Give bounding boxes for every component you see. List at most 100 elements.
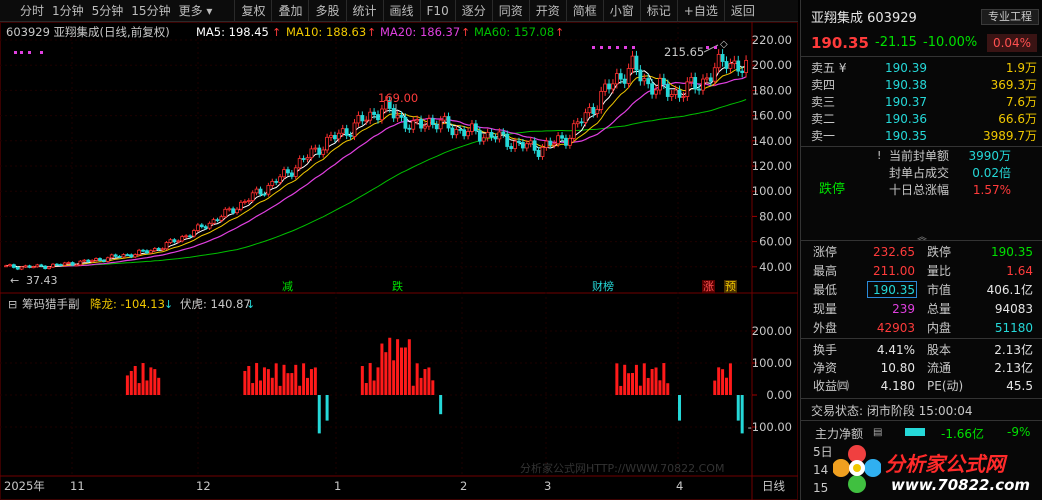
candle-body (105, 257, 110, 262)
tab-1min[interactable]: 1分钟 (52, 4, 84, 18)
multi-stock-button[interactable]: 多股 (308, 0, 345, 22)
ask-label: 卖一 (811, 129, 836, 143)
list-icon[interactable]: ▤ (873, 427, 883, 438)
candle-body (360, 115, 365, 122)
sub-bar (360, 366, 364, 395)
sub-bar (274, 363, 278, 395)
event-rise[interactable]: 涨 (703, 280, 714, 293)
sub-bar (368, 363, 372, 395)
candle-body (180, 236, 185, 242)
collapse-icon[interactable]: ⊟ (8, 298, 17, 311)
current-price: 190.35 (811, 34, 869, 52)
ma10-up-icon: ↑ (367, 26, 376, 39)
collapse-arrow-icon[interactable]: ︽ (917, 232, 927, 243)
candle-body (333, 134, 337, 140)
small-window-button[interactable]: 小窗 (602, 0, 640, 22)
quote-panel: 亚翔集成 603929 专业工程 190.35 -21.15 -10.00% 0… (800, 0, 1042, 500)
candle-body (223, 208, 228, 218)
main-flow-label: 主力净额 (815, 427, 864, 441)
candle-body (540, 147, 545, 157)
stat-label: 最高 (813, 264, 838, 278)
price-change: -21.15 (875, 35, 917, 50)
stat-label: 外盘 (813, 321, 838, 335)
seal-label: 当前封单额 (889, 149, 950, 163)
tab-more[interactable]: 更多 ▾ (175, 0, 217, 22)
main-flow-value: -1.66亿 (941, 427, 985, 441)
candle-body (250, 192, 255, 201)
candle-body (305, 157, 310, 160)
open-capital-button[interactable]: 开资 (528, 0, 566, 22)
candle-body (630, 55, 635, 69)
candle-body (188, 235, 192, 238)
back-button[interactable]: 返回 (723, 0, 761, 22)
statistics-button[interactable]: 统计 (345, 0, 383, 22)
sub-bar (650, 369, 654, 395)
indicator-name[interactable]: 筹码猎手副 (22, 297, 80, 311)
sub-bar (262, 367, 266, 395)
candle-body (517, 140, 521, 143)
event-finance-list[interactable]: 财榜 (592, 279, 614, 293)
draw-line-button[interactable]: 画线 (382, 0, 420, 22)
separator (801, 338, 1042, 339)
candle-body (438, 119, 443, 130)
tiger-legend: 伏虎: 140.87 (180, 297, 251, 311)
candle-body (62, 262, 67, 266)
signal-dot (592, 46, 595, 49)
signal-dot (28, 51, 31, 54)
event-reduce[interactable]: 减 (282, 280, 293, 293)
tab-15min[interactable]: 15分钟 (131, 4, 171, 18)
seal-label: 封单占成交 (889, 166, 950, 180)
pct-badge: 0.04% (987, 34, 1037, 52)
restore-rights-button[interactable]: 复权 (234, 0, 271, 22)
kline-chart[interactable]: 分析家公式网HTTP://WWW.70822.COM 603929 亚翔集成(日… (0, 22, 798, 500)
candle-body (473, 123, 478, 132)
period-label[interactable]: 日线 (762, 479, 785, 493)
low-arrow-icon: ← (10, 274, 19, 287)
add-watchlist-button[interactable]: +自选 (676, 0, 724, 22)
overlay-button[interactable]: 叠加 (271, 0, 308, 22)
candle-body (301, 158, 306, 160)
signal-dot (14, 51, 17, 54)
industry-tag[interactable]: 专业工程 (981, 9, 1039, 25)
price-tick-label: 120.00 (752, 159, 792, 173)
candle-body (450, 127, 455, 136)
tab-more-label: 更多 (178, 4, 203, 18)
time-axis-label: 11 (70, 479, 85, 493)
by-minute-button[interactable]: 逐分 (454, 0, 492, 22)
signal-dot (40, 51, 43, 54)
sub-bar (141, 363, 145, 395)
panel-row: 最高 211.00 量比 1.64 (801, 263, 1042, 280)
sub-bar (439, 395, 443, 415)
candle-body (184, 235, 189, 238)
tab-intraday[interactable]: 分时 (20, 4, 45, 18)
site-logo: 分析家公式网 www.70822.com (831, 440, 1042, 500)
same-capital-button[interactable]: 同资 (491, 0, 529, 22)
candle-body (70, 262, 75, 266)
stat-label: 市值 (927, 283, 952, 297)
candle-body (462, 129, 467, 137)
ma5-line (5, 61, 747, 268)
candle-body (595, 109, 600, 114)
candle-body (195, 224, 200, 231)
ask-volume: 369.3万 (990, 78, 1037, 92)
seal-value: 1.57% (972, 183, 1011, 197)
stat-label: 流通 (927, 361, 952, 375)
event-forecast[interactable]: 预 (725, 280, 736, 293)
candle-body (266, 185, 271, 195)
sub-bar (372, 380, 376, 395)
candle-body (728, 63, 733, 69)
candle-body (697, 88, 701, 91)
f10-button[interactable]: F10 (419, 0, 455, 22)
simple-frame-button[interactable]: 简框 (565, 0, 603, 22)
candle-body (152, 248, 157, 252)
stat-label: 涨停 (813, 245, 838, 259)
event-drop[interactable]: 跌 (392, 279, 403, 293)
candle-body (325, 136, 329, 151)
sub-bar (278, 385, 282, 395)
ma20-line (5, 76, 747, 268)
mark-button[interactable]: 标记 (639, 0, 677, 22)
tab-5min[interactable]: 5分钟 (91, 4, 124, 18)
stat-label: 最低 (813, 283, 838, 297)
candle-body (708, 77, 713, 82)
price-change-pct: -10.00% (923, 35, 978, 50)
